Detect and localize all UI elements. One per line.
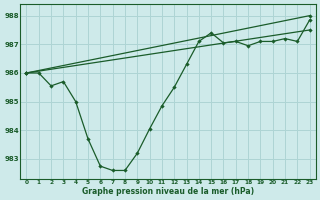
X-axis label: Graphe pression niveau de la mer (hPa): Graphe pression niveau de la mer (hPa)	[82, 187, 254, 196]
